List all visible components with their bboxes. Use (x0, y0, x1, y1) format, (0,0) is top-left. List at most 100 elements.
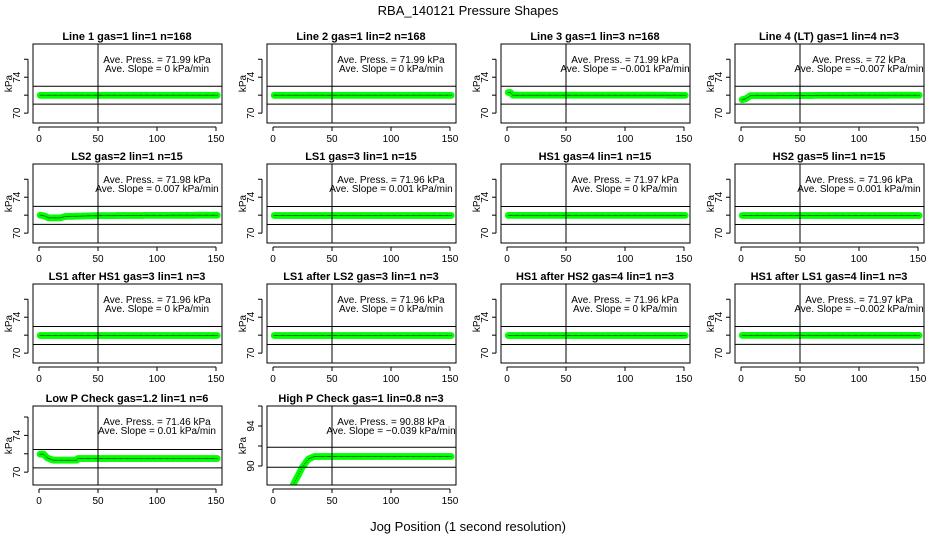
data-point-center (608, 214, 609, 216)
data-point-center (625, 214, 627, 216)
data-point-center (106, 215, 108, 217)
data-point-center (442, 456, 444, 457)
data-point-center (357, 94, 359, 96)
data-point-center (572, 214, 574, 216)
data-point-center (855, 94, 856, 96)
data-point-center (109, 458, 111, 459)
data-point-center (551, 214, 553, 216)
data-series (36, 91, 221, 99)
data-point-center (753, 334, 755, 336)
data-point-center (534, 94, 536, 96)
data-point-center (912, 334, 914, 336)
data-point-center (117, 215, 119, 216)
data-point-center (182, 214, 184, 216)
data-point-center (855, 334, 856, 336)
data-point-center (315, 215, 316, 216)
data-point-center (788, 215, 790, 216)
data-point-center (613, 94, 615, 96)
data-point-center (591, 335, 593, 336)
data-point-center (66, 216, 68, 217)
data-point-center (324, 335, 326, 336)
data-point-center (566, 335, 568, 336)
data-point-center (89, 335, 91, 336)
data-point-center (414, 94, 416, 96)
data-point-center (364, 335, 366, 336)
panel: Line 4 (LT) gas=1 lin=4 n=30 50 100 1507074… (706, 31, 927, 145)
data-point-center (276, 215, 277, 216)
data-point-center (549, 214, 550, 216)
data-point-center (592, 214, 594, 216)
data-point-center (890, 215, 892, 216)
data-point-center (914, 215, 915, 216)
data-point-center (414, 215, 416, 216)
data-point-center (532, 214, 534, 216)
data-point-center (851, 94, 853, 96)
data-point-center (156, 214, 158, 216)
x-tick-label: 100 (617, 374, 634, 385)
data-point-center (342, 335, 344, 336)
data-point-center (312, 215, 314, 216)
data-point-center (415, 335, 417, 336)
data-point-center (387, 215, 388, 216)
panel: LS1 after LS2 gas=3 lin=1 n=30 50 100 15070… (238, 271, 459, 385)
data-point-center (438, 94, 440, 96)
data-point-center (396, 94, 398, 96)
x-tick-label: 150 (208, 496, 225, 507)
data-point-center (418, 215, 420, 216)
data-point-center (662, 335, 664, 336)
data-point-center (291, 215, 293, 216)
data-point-center (293, 482, 295, 484)
data-point-center (867, 215, 869, 216)
data-point-center (528, 335, 530, 336)
data-point-center (585, 214, 587, 216)
data-point-center (214, 94, 216, 96)
data-point-center (328, 94, 329, 96)
data-point-center (82, 215, 84, 217)
data-point-center (596, 94, 598, 96)
data-point-center (649, 335, 651, 336)
data-point-center (338, 215, 340, 216)
data-point-center (895, 94, 897, 96)
data-point-center (161, 458, 163, 459)
data-point-center (430, 94, 432, 96)
data-point-center (766, 215, 768, 216)
data-point-center (372, 335, 374, 336)
x-tick-label: 0 (270, 134, 276, 145)
data-point-center (408, 215, 410, 216)
data-series (504, 89, 689, 99)
data-point-center (746, 215, 748, 216)
data-point-center (566, 94, 568, 96)
y-tick-label: 74 (12, 191, 23, 203)
data-point-center (801, 95, 803, 96)
data-point-center (167, 458, 169, 459)
data-point-center (837, 94, 839, 96)
data-point-center (624, 214, 626, 216)
data-point-center (188, 335, 190, 336)
data-point-center (208, 214, 210, 216)
data-point-center (569, 214, 570, 216)
data-point-center (906, 94, 908, 96)
data-point-center (395, 215, 397, 216)
data-point-center (306, 460, 308, 462)
data-point-center (383, 335, 385, 336)
data-point-center (401, 94, 403, 96)
data-point-center (897, 334, 899, 336)
data-point-center (173, 458, 174, 459)
data-point-center (311, 335, 313, 336)
data-point-center (186, 458, 187, 459)
data-point-center (410, 335, 412, 336)
data-point-center (370, 456, 372, 457)
data-point-center (423, 94, 425, 96)
data-point-center (318, 456, 320, 457)
data-point-center (121, 215, 123, 216)
data-point-center (433, 215, 434, 216)
data-point-center (430, 335, 432, 336)
data-point-center (886, 94, 888, 96)
data-point-center (335, 215, 336, 216)
y-tick-label: 74 (246, 191, 257, 203)
data-point-center (663, 94, 665, 96)
data-point-center (434, 94, 436, 96)
data-point-center (570, 214, 572, 216)
data-point-center (351, 215, 353, 216)
data-point-center (536, 94, 537, 96)
